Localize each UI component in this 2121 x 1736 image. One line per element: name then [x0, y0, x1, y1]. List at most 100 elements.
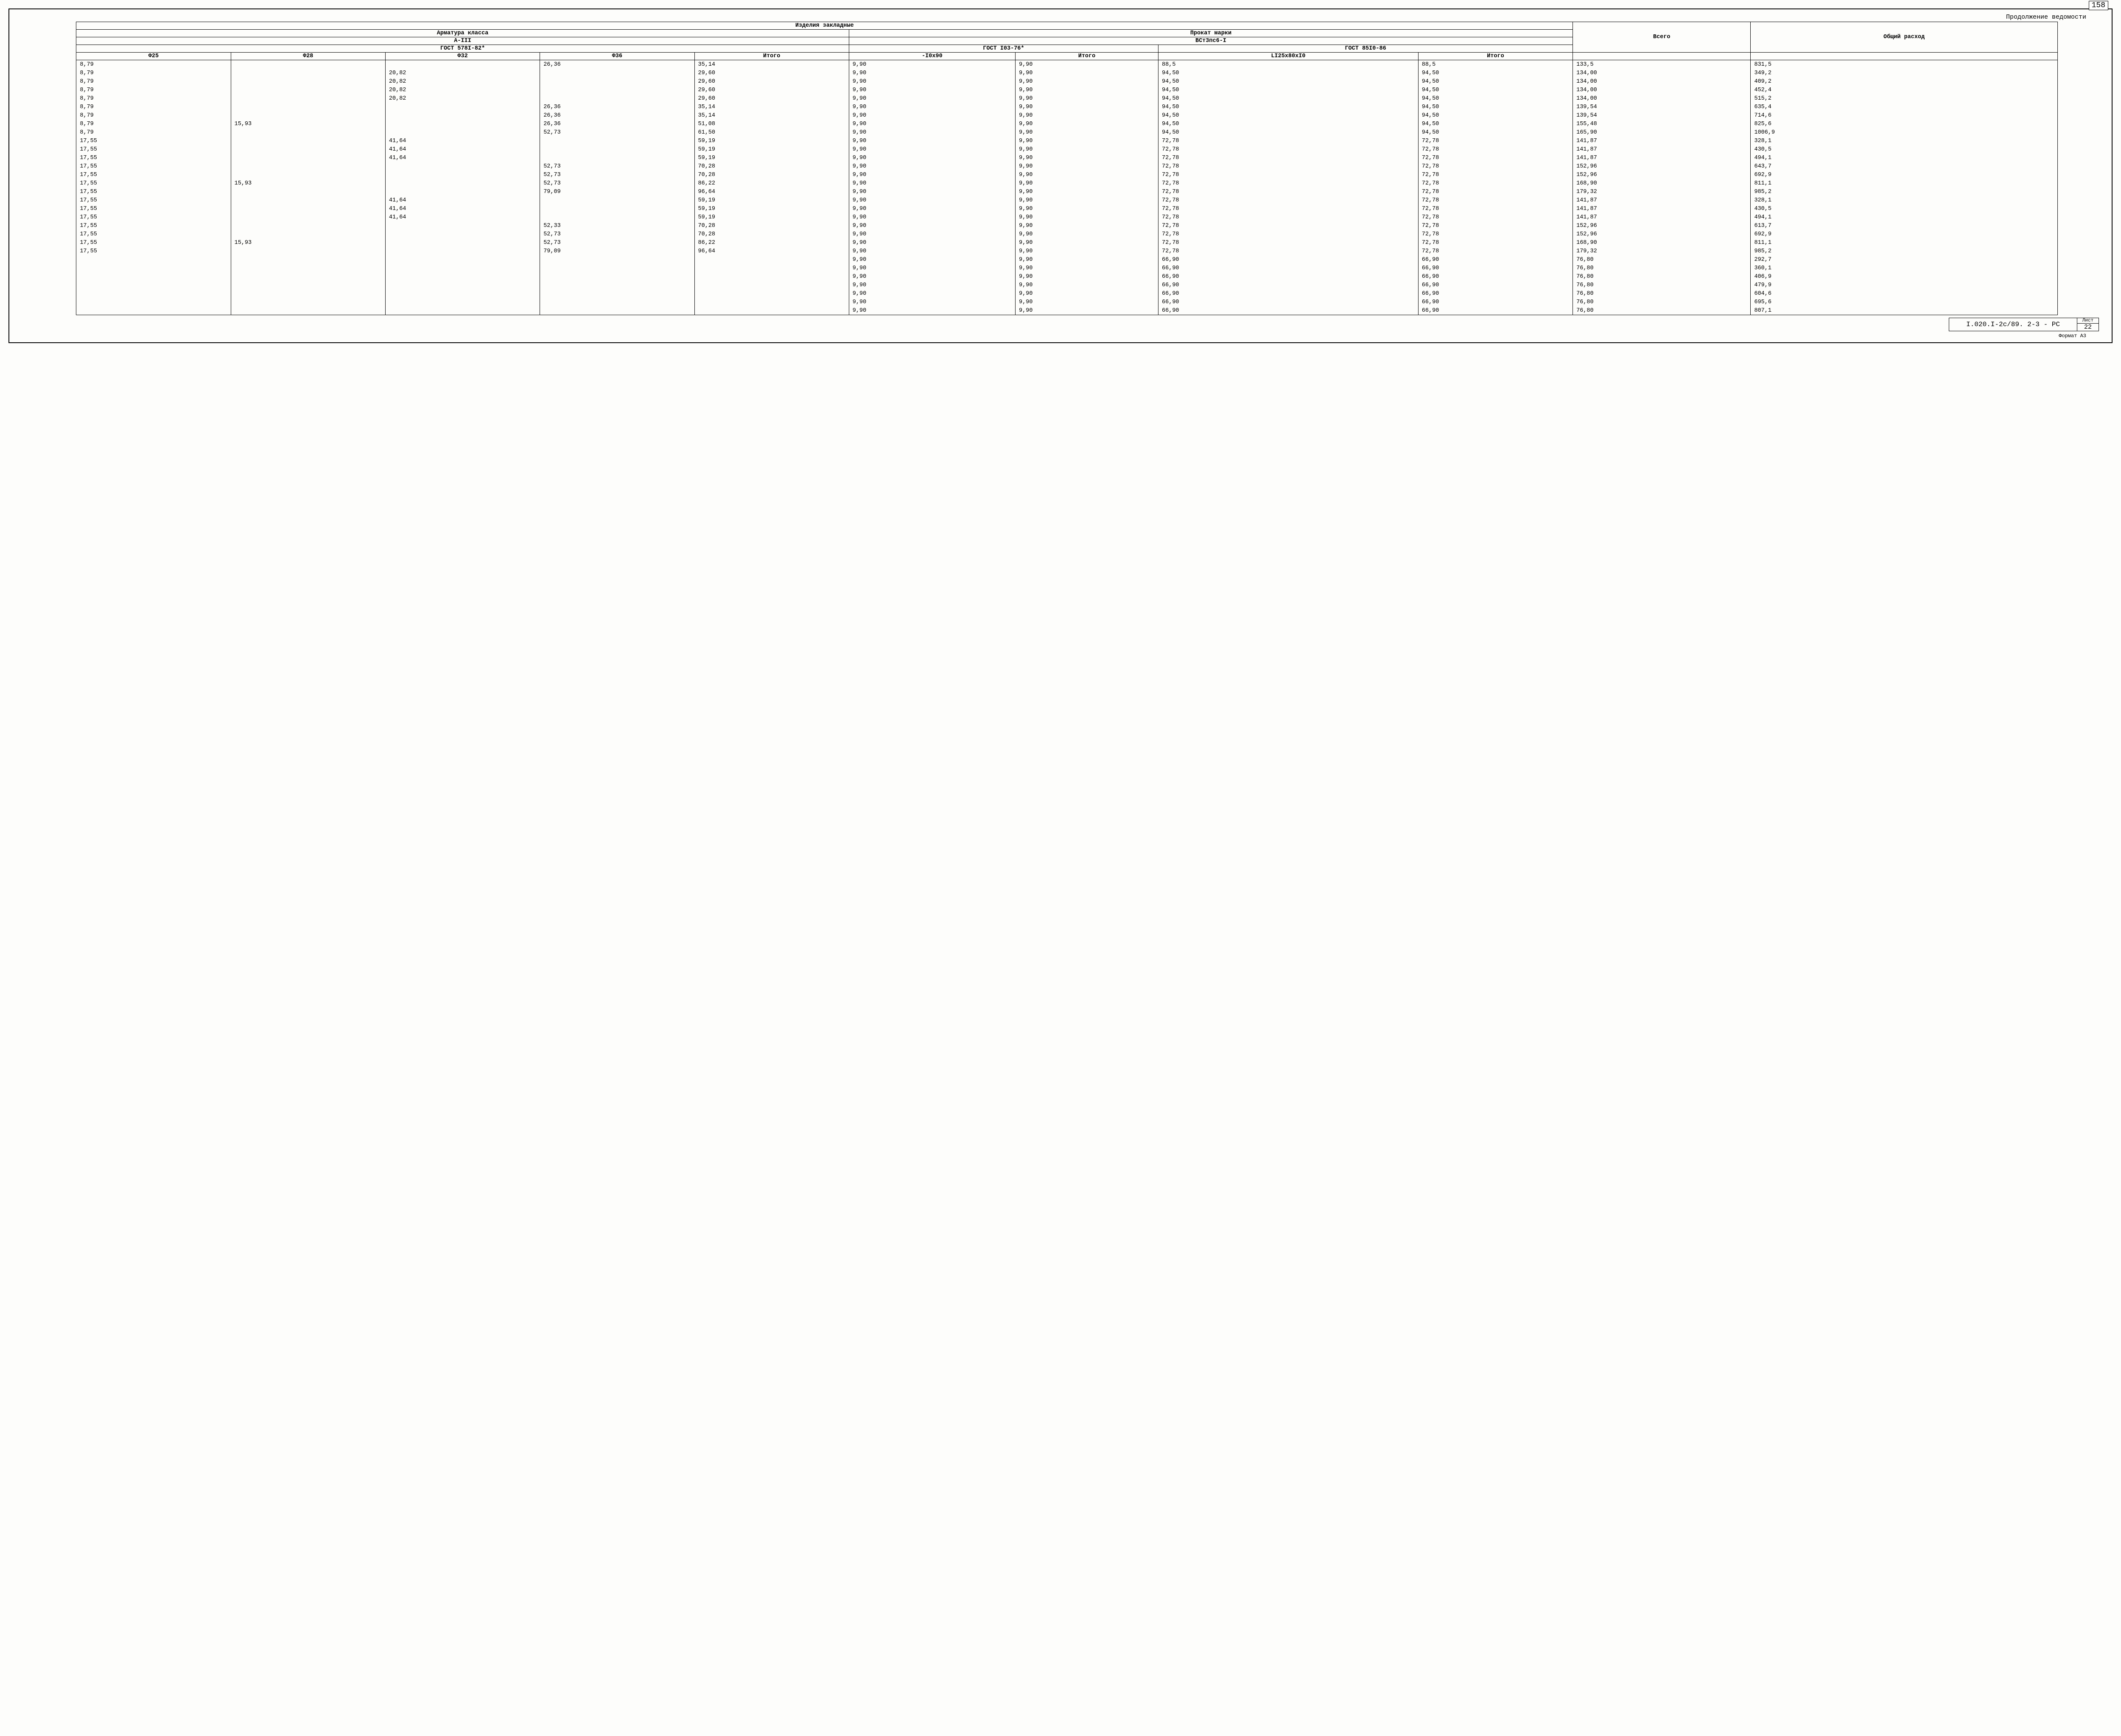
table-cell [231, 306, 385, 315]
table-cell [540, 77, 694, 86]
table-cell: 59,19 [694, 154, 849, 162]
col-itogo2: Итого [1015, 53, 1158, 60]
table-cell: 9,90 [849, 204, 1015, 213]
table-cell: 168,90 [1573, 179, 1751, 187]
col-vsego-sub [1573, 53, 1751, 60]
table-cell: 72,78 [1158, 171, 1419, 179]
table-cell: 9,90 [1015, 179, 1158, 187]
table-row: 17,5541,6459,199,909,9072,7872,78141,873… [76, 196, 2057, 204]
table-cell [385, 264, 540, 272]
table-cell: 292,7 [1751, 255, 2057, 264]
table-cell: 692,9 [1751, 171, 2057, 179]
table-cell: 94,50 [1418, 86, 1573, 94]
table-cell: 9,90 [1015, 264, 1158, 272]
table-cell: 94,50 [1418, 94, 1573, 103]
table-cell: 52,73 [540, 179, 694, 187]
table-cell: 9,90 [849, 69, 1015, 77]
table-cell: 79,09 [540, 187, 694, 196]
table-cell: 9,90 [849, 213, 1015, 221]
table-cell: 141,87 [1573, 154, 1751, 162]
table-cell [76, 306, 231, 315]
col-itogo3: Итого [1418, 53, 1573, 60]
table-cell: 26,36 [540, 60, 694, 69]
table-cell: 94,50 [1158, 120, 1419, 128]
table-cell: 9,90 [1015, 230, 1158, 238]
table-cell [694, 264, 849, 272]
table-cell: 9,90 [1015, 204, 1158, 213]
table-cell: 9,90 [849, 154, 1015, 162]
table-cell [540, 281, 694, 289]
table-cell [231, 69, 385, 77]
table-cell [385, 230, 540, 238]
table-cell [385, 247, 540, 255]
table-cell: 9,90 [849, 94, 1015, 103]
table-cell: 52,73 [540, 128, 694, 137]
table-cell: 59,19 [694, 145, 849, 154]
table-cell: 9,90 [1015, 255, 1158, 264]
table-cell: 94,50 [1418, 128, 1573, 137]
table-cell: 9,90 [1015, 221, 1158, 230]
table-row: 8,7920,8229,609,909,9094,5094,50134,0040… [76, 77, 2057, 86]
table-cell: 52,73 [540, 230, 694, 238]
table-cell: 17,55 [76, 162, 231, 171]
table-cell: 9,90 [849, 221, 1015, 230]
table-cell [231, 255, 385, 264]
table-cell: 141,87 [1573, 137, 1751, 145]
table-cell [231, 162, 385, 171]
table-cell: 9,90 [1015, 86, 1158, 94]
table-cell: 66,90 [1158, 298, 1419, 306]
table-cell: 59,19 [694, 196, 849, 204]
table-cell: 76,80 [1573, 281, 1751, 289]
table-row: 9,909,9066,9066,9076,80360,1 [76, 264, 2057, 272]
table-cell: 94,50 [1158, 69, 1419, 77]
table-cell: 72,78 [1158, 187, 1419, 196]
table-cell: 9,90 [1015, 111, 1158, 120]
table-cell: 9,90 [849, 179, 1015, 187]
table-cell: 94,50 [1158, 94, 1419, 103]
table-cell: 41,64 [385, 154, 540, 162]
table-cell: 604,6 [1751, 289, 2057, 298]
table-cell: 134,00 [1573, 86, 1751, 94]
table-cell: 66,90 [1418, 289, 1573, 298]
column-headers-row: Ф25 Ф28 Ф32 Ф36 Итого -I0x90 Итого LI25x… [76, 53, 2057, 60]
table-cell: 9,90 [849, 238, 1015, 247]
table-cell: 35,14 [694, 103, 849, 111]
table-cell [540, 86, 694, 94]
table-cell [76, 272, 231, 281]
table-cell [540, 196, 694, 204]
table-cell [231, 94, 385, 103]
table-cell: 94,50 [1418, 69, 1573, 77]
table-cell [76, 298, 231, 306]
table-cell: 17,55 [76, 187, 231, 196]
table-cell [231, 289, 385, 298]
table-cell: 72,78 [1158, 213, 1419, 221]
table-cell: 9,90 [849, 60, 1015, 69]
table-cell: 70,28 [694, 171, 849, 179]
table-cell: 17,55 [76, 230, 231, 238]
table-cell: 72,78 [1418, 179, 1573, 187]
table-cell: 328,1 [1751, 137, 2057, 145]
table-cell: 9,90 [849, 86, 1015, 94]
hdr-embedded: Изделия закладные [76, 22, 1573, 30]
table-cell: 72,78 [1158, 238, 1419, 247]
table-cell: 9,90 [849, 77, 1015, 86]
table-cell: 72,78 [1418, 171, 1573, 179]
table-cell: 72,78 [1418, 204, 1573, 213]
table-cell [694, 289, 849, 298]
table-cell: 88,5 [1158, 60, 1419, 69]
table-row: 8,7920,8229,609,909,9094,5094,50134,0051… [76, 94, 2057, 103]
page-number-top: 158 [2089, 1, 2108, 10]
table-cell: 86,22 [694, 238, 849, 247]
table-cell: 52,33 [540, 221, 694, 230]
table-cell [385, 111, 540, 120]
table-cell: 139,54 [1573, 103, 1751, 111]
table-header: Изделия закладные Всего Общий расход Арм… [76, 22, 2057, 60]
table-cell: 9,90 [849, 111, 1015, 120]
table-row: 17,5541,6459,199,909,9072,7872,78141,874… [76, 145, 2057, 154]
table-row: 17,5552,7370,289,909,9072,7872,78152,966… [76, 230, 2057, 238]
hdr-overall: Общий расход [1751, 22, 2057, 53]
col-d36: Ф36 [540, 53, 694, 60]
table-cell: 9,90 [1015, 298, 1158, 306]
table-cell [540, 137, 694, 145]
table-cell [231, 60, 385, 69]
